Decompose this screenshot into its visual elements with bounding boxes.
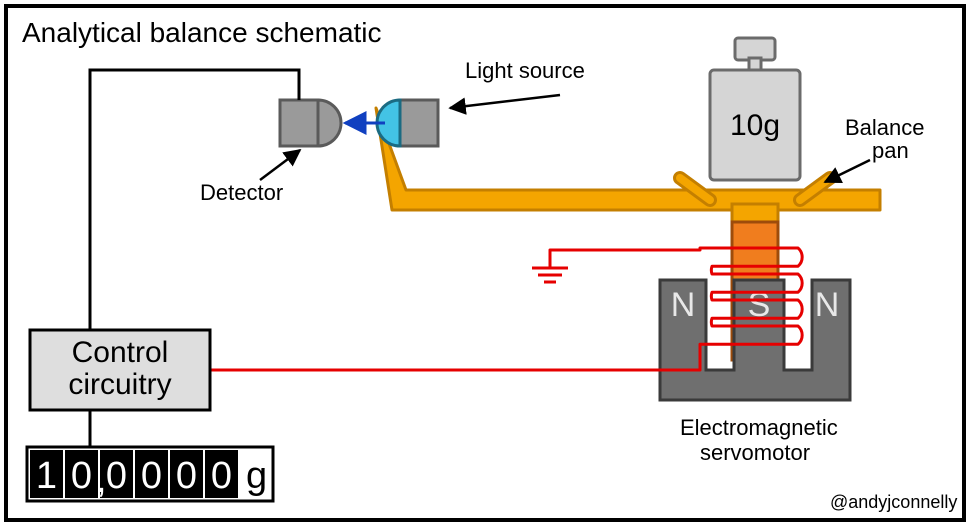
readout-digit: 0 (176, 455, 197, 497)
frame (6, 6, 964, 520)
detector-label: Detector (200, 180, 283, 205)
readout-decimal: , (96, 459, 107, 501)
balance-pan-label-1: Balance (845, 115, 925, 140)
balance-pan-label-2: pan (872, 138, 909, 163)
readout-digit: 1 (36, 455, 57, 497)
readout-digit: 0 (141, 455, 162, 497)
weight-label: 10g (730, 109, 780, 142)
credit: @andyjconnelly (830, 492, 957, 512)
servo-label-1: Electromagnetic (680, 415, 838, 440)
magnet-N-left: N (671, 286, 696, 324)
readout-digit: 0 (211, 455, 232, 497)
control-label-2: circuitry (68, 368, 171, 401)
readout-digit: 0 (106, 455, 127, 497)
control-label-1: Control (72, 336, 169, 369)
light-source-label: Light source (465, 58, 585, 83)
servo-label-2: servomotor (700, 440, 810, 465)
readout-digit: 0 (71, 455, 92, 497)
diagram-title: Analytical balance schematic (22, 17, 382, 48)
magnet-N-right: N (815, 286, 840, 324)
readout-unit: g (246, 455, 267, 497)
detector-body (280, 100, 318, 146)
light-body (400, 100, 438, 146)
